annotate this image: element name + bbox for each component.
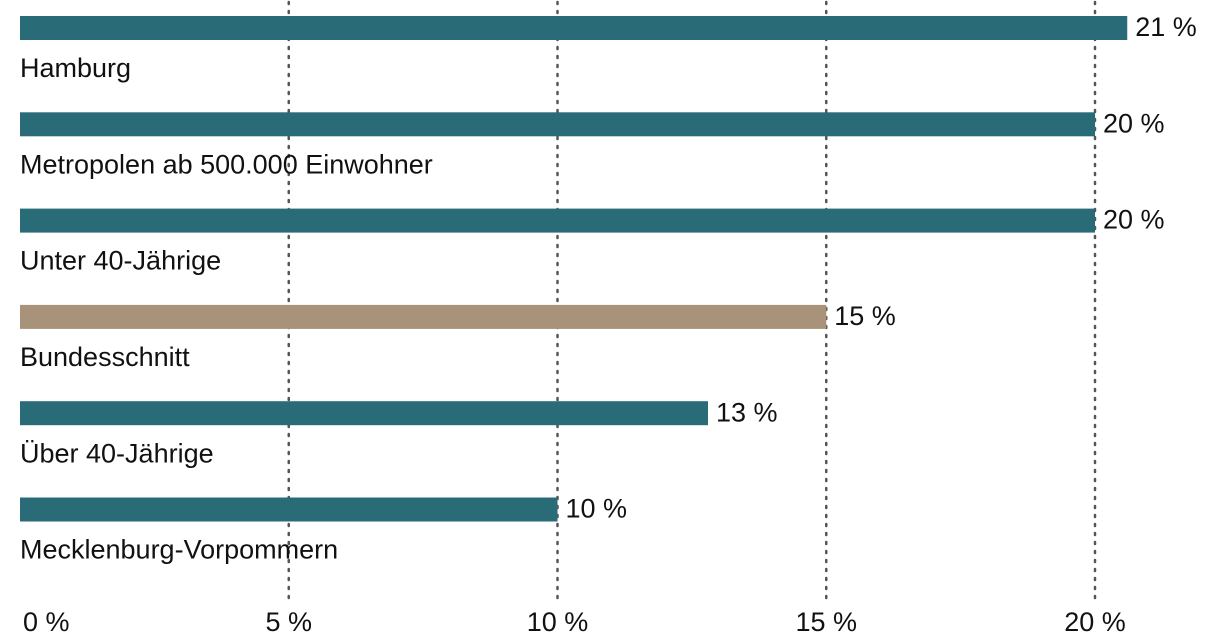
category-label: Unter 40-Jährige [20,246,221,276]
category-label: Bundesschnitt [20,342,190,372]
x-tick-label: 5 % [265,607,312,637]
category-label: Über 40-Jährige [20,438,214,468]
bar [20,401,708,426]
x-tick-label: 10 % [527,607,589,637]
bar [20,497,558,522]
bar [20,304,827,329]
value-label: 21 % [1135,12,1197,42]
category-label: Mecklenburg-Vorpommern [20,535,338,565]
x-tick-label: 15 % [795,607,857,637]
bar [20,208,1095,233]
value-label: 20 % [1103,205,1165,235]
bar [20,112,1095,137]
value-label: 13 % [716,397,778,427]
bar [20,16,1128,40]
x-tick-label: 0 % [23,607,70,637]
x-tick-label: 20 % [1064,607,1126,637]
value-label: 20 % [1103,108,1165,138]
category-label: Metropolen ab 500.000 Einwohner [20,149,433,179]
value-label: 10 % [566,494,628,524]
category-label: Hamburg [20,53,131,83]
value-label: 15 % [834,301,896,331]
